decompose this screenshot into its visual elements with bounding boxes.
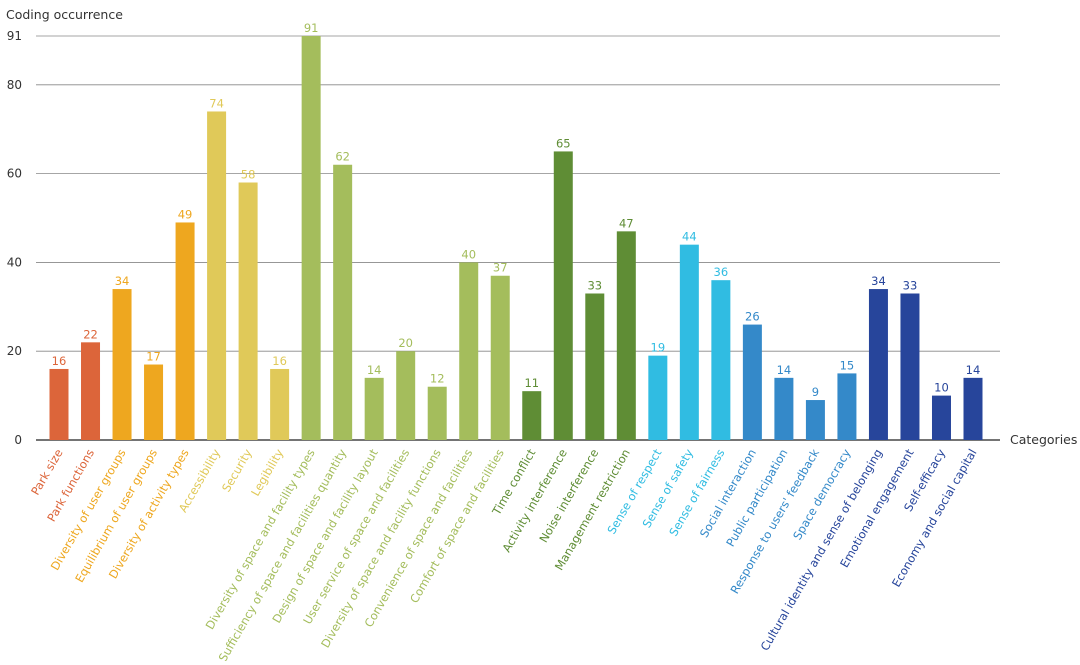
bar [931,395,951,440]
bar-value-label: 20 [398,336,413,350]
bar [648,355,668,440]
bar [553,151,573,440]
bar-value-label: 12 [430,372,445,386]
bar-value-label: 17 [146,350,161,364]
bar [144,364,164,440]
bar [427,386,447,440]
bar-value-label: 36 [714,265,729,279]
x-tick-label: Space democracy [790,446,853,542]
bar-value-label: 11 [524,376,539,390]
y-tick-label: 40 [7,255,22,269]
bar [459,262,479,440]
bar [774,377,794,440]
bar-value-label: 33 [903,278,918,292]
bar-value-label: 10 [934,381,949,395]
bar [490,275,510,440]
bar-value-label: 58 [241,168,256,182]
x-tick-label: Security [219,446,255,494]
bar [711,280,731,440]
x-tick-label: Cultural identity and sense of belonging [758,447,885,654]
bar-value-label: 91 [304,21,319,35]
bar-value-label: 44 [682,230,697,244]
bar-value-label: 49 [178,207,193,221]
bar [49,368,69,440]
bar [364,377,384,440]
y-tick-label: 80 [7,78,22,92]
bar [963,377,983,440]
bar-value-label: 62 [335,150,350,164]
x-tick-label: Diversity of space and facility function… [318,446,444,650]
bar [333,164,353,440]
bar-value-label: 16 [52,354,67,368]
x-axis-title: Categories [1010,432,1077,447]
y-tick-label: 20 [7,344,22,358]
bar [175,222,195,440]
bar [81,342,101,440]
bar-value-label: 37 [493,261,508,275]
y-tick-label: 60 [7,167,22,181]
bar-value-label: 74 [209,96,224,110]
bar-value-label: 16 [272,354,287,368]
bar [868,289,888,440]
bar-value-label: 14 [966,363,981,377]
bar [522,391,542,440]
bars-group: 16 22 34 17 49 74 58 16 91 62 14 20 12 40 37 11 65 33 47 19… [49,21,983,440]
bar [270,368,290,440]
bar [301,36,321,440]
bar [112,289,132,440]
bar [396,351,416,440]
bar [837,373,857,440]
bar-value-label: 14 [367,363,382,377]
y-tick-label: 91 [7,29,22,43]
bar-value-label: 34 [871,274,886,288]
bar [616,231,636,440]
bar-value-label: 33 [587,278,602,292]
bar-value-label: 19 [651,341,666,355]
bar [679,244,699,440]
bar [238,182,258,440]
bar-value-label: 22 [83,327,98,341]
bar-value-label: 15 [840,358,855,372]
bar-value-label: 9 [812,385,819,399]
y-tick-label: 0 [14,433,22,447]
gridlines: 0 20 40 60 80 91 [7,29,1000,447]
bar-value-label: 47 [619,216,634,230]
bar-value-label: 26 [745,310,760,324]
bar [207,111,227,440]
bar-value-label: 40 [461,247,476,261]
y-axis-title: Coding occurrence [6,7,123,22]
bar [585,293,605,440]
bar-value-label: 14 [777,363,792,377]
bar-value-label: 34 [115,274,130,288]
bar-value-label: 65 [556,136,571,150]
bar [742,324,762,440]
bar [805,400,825,440]
bar [900,293,920,440]
